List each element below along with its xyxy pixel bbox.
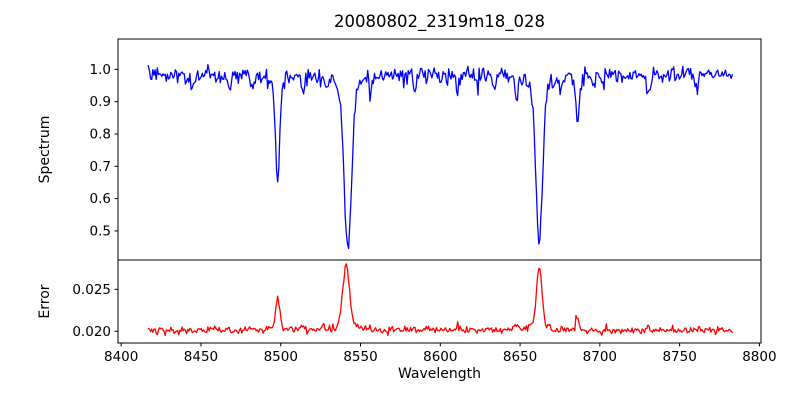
x-tick-label: 8500: [264, 349, 298, 365]
y-tick-label: 0.9: [90, 94, 111, 110]
x-tick-label: 8400: [104, 349, 138, 365]
y-tick-label: 0.5: [90, 223, 111, 239]
y-tick-label: 0.7: [90, 159, 111, 175]
spectrum-line: [147, 63, 733, 250]
plot-panels: 1.0 0.9 0.8 0.7 0.6 0.5 0.025 0.020 8400 8450 8500…: [72, 38, 777, 365]
error-y-axis-label: Error: [37, 284, 53, 319]
spectrum-plot-area: 1.0 0.9 0.8 0.7 0.6 0.5: [90, 38, 762, 261]
error-axes-box: [117, 259, 762, 344]
x-tick-label: 8600: [423, 349, 457, 365]
error-y-axis-ticks: 0.025 0.020: [72, 282, 118, 340]
spectrum-y-axis-ticks: 1.0 0.9 0.8 0.7 0.6 0.5: [90, 62, 118, 239]
y-tick-label: 0.6: [90, 191, 111, 207]
x-tick-label: 8750: [662, 349, 696, 365]
error-line: [147, 263, 733, 337]
y-tick-label: 0.8: [90, 126, 111, 142]
x-tick-label: 8450: [184, 349, 218, 365]
x-tick-label: 8700: [583, 349, 617, 365]
x-tick-label: 8800: [742, 349, 776, 365]
y-tick-label: 0.025: [72, 282, 111, 298]
y-tick-label: 0.020: [72, 324, 111, 340]
x-axis-label: Wavelength: [397, 366, 482, 382]
x-tick-label: 8650: [503, 349, 537, 365]
spectrum-y-axis-label: Spectrum: [37, 115, 53, 184]
error-plot-area: 0.025 0.020 8400 8450 8500 8550 8600 8650 8700 87…: [72, 259, 777, 365]
chart-title: 20080802_2319m18_028: [333, 12, 546, 31]
x-tick-label: 8550: [343, 349, 377, 365]
x-axis-ticks: 8400 8450 8500 8550 8600 8650 8700 8750 8800: [104, 343, 777, 365]
y-tick-label: 1.0: [90, 62, 111, 78]
